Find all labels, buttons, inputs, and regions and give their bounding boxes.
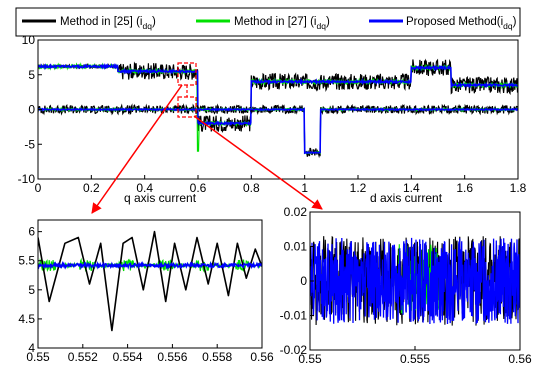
top-ytick-label: 10 [22, 33, 36, 47]
q-zoom-xtick-label: 0.56 [250, 350, 274, 364]
top-xtick-label: 0.4 [136, 181, 153, 195]
legend: Method in [25] (idq) Method in [27] (idq… [15, 7, 521, 37]
d-zoom-ytick-label: -0.01 [280, 309, 308, 323]
q-zoom-xtick-label: 0.554 [113, 350, 143, 364]
q-axis-label: q axis current [124, 191, 197, 205]
top-ytick-label: 5 [28, 68, 35, 82]
top-plot: 0 0.2 0.4 0.6 0.8 1 1.2 1.4 1.6 1.8 -10 -5 0 5 10 [18, 33, 527, 195]
legend-entry-3: Proposed Method(idq) [406, 16, 517, 31]
d-axis-label: d axis current [370, 191, 443, 205]
top-xtick-label: 0.8 [243, 181, 260, 195]
d-zoom-ytick-label: 0.02 [284, 205, 308, 219]
top-xtick-label: 1.2 [350, 181, 367, 195]
top-xtick-label: 0.2 [83, 181, 100, 195]
q-zoom-ytick-label: 5.5 [18, 254, 35, 268]
top-xtick-label: 1.4 [403, 181, 420, 195]
d-zoom-xtick-label: 0.56 [508, 352, 532, 366]
series-proposed-id [38, 107, 518, 155]
q-zoom-plot-frame [37, 219, 263, 349]
top-xtick-label: 1 [301, 181, 308, 195]
d-zoom-xtick-label: 0.555 [400, 352, 430, 366]
q-zoom-ytick-label: 4 [28, 341, 35, 355]
q-zoom-series-proposed [38, 260, 262, 271]
d-zoom-ytick-label: 0 [300, 274, 307, 288]
d-zoom-ytick-label: -0.02 [280, 343, 308, 357]
q-zoom-ytick-label: 4.5 [18, 312, 35, 326]
d-zoom-ytick-label: 0.01 [284, 240, 308, 254]
legend-entry-2: Method in [27] (idq) [234, 16, 330, 31]
top-xtick-label: 1.6 [456, 181, 473, 195]
d-zoom-xtick-label: 0.55 [298, 352, 322, 366]
q-zoom-xtick-label: 0.558 [202, 350, 232, 364]
top-ytick-label: -5 [24, 137, 35, 151]
d-zoom-series-proposed [310, 237, 520, 325]
q-axis-zoom-plot: 0.55 0.552 0.554 0.556 0.558 0.56 4 4.5 5 5.5 6 q… [18, 191, 274, 364]
d-axis-zoom-plot: 0.55 0.555 0.56 -0.02 -0.01 0 0.01 0.02 d axis… [280, 191, 532, 366]
q-zoom-ytick-label: 5 [28, 283, 35, 297]
legend-box [15, 7, 521, 37]
q-zoom-xtick-label: 0.55 [26, 350, 50, 364]
q-zoom-ytick-label: 6 [28, 225, 35, 239]
q-zoom-xtick-label: 0.552 [68, 350, 98, 364]
arrow-to-d-zoom [193, 115, 323, 210]
top-ytick-label: 0 [28, 103, 35, 117]
top-xtick-label: 0 [35, 181, 42, 195]
series-proposed-iq [38, 62, 518, 127]
arrow-to-q-zoom [91, 84, 183, 214]
top-xtick-label: 0.6 [190, 181, 207, 195]
q-zoom-plot-area [38, 220, 262, 348]
top-ytick-label: -10 [18, 172, 36, 186]
legend-entry-1: Method in [25] (idq) [60, 16, 156, 31]
top-xtick-label: 1.8 [510, 181, 527, 195]
q-zoom-xtick-label: 0.556 [157, 350, 187, 364]
